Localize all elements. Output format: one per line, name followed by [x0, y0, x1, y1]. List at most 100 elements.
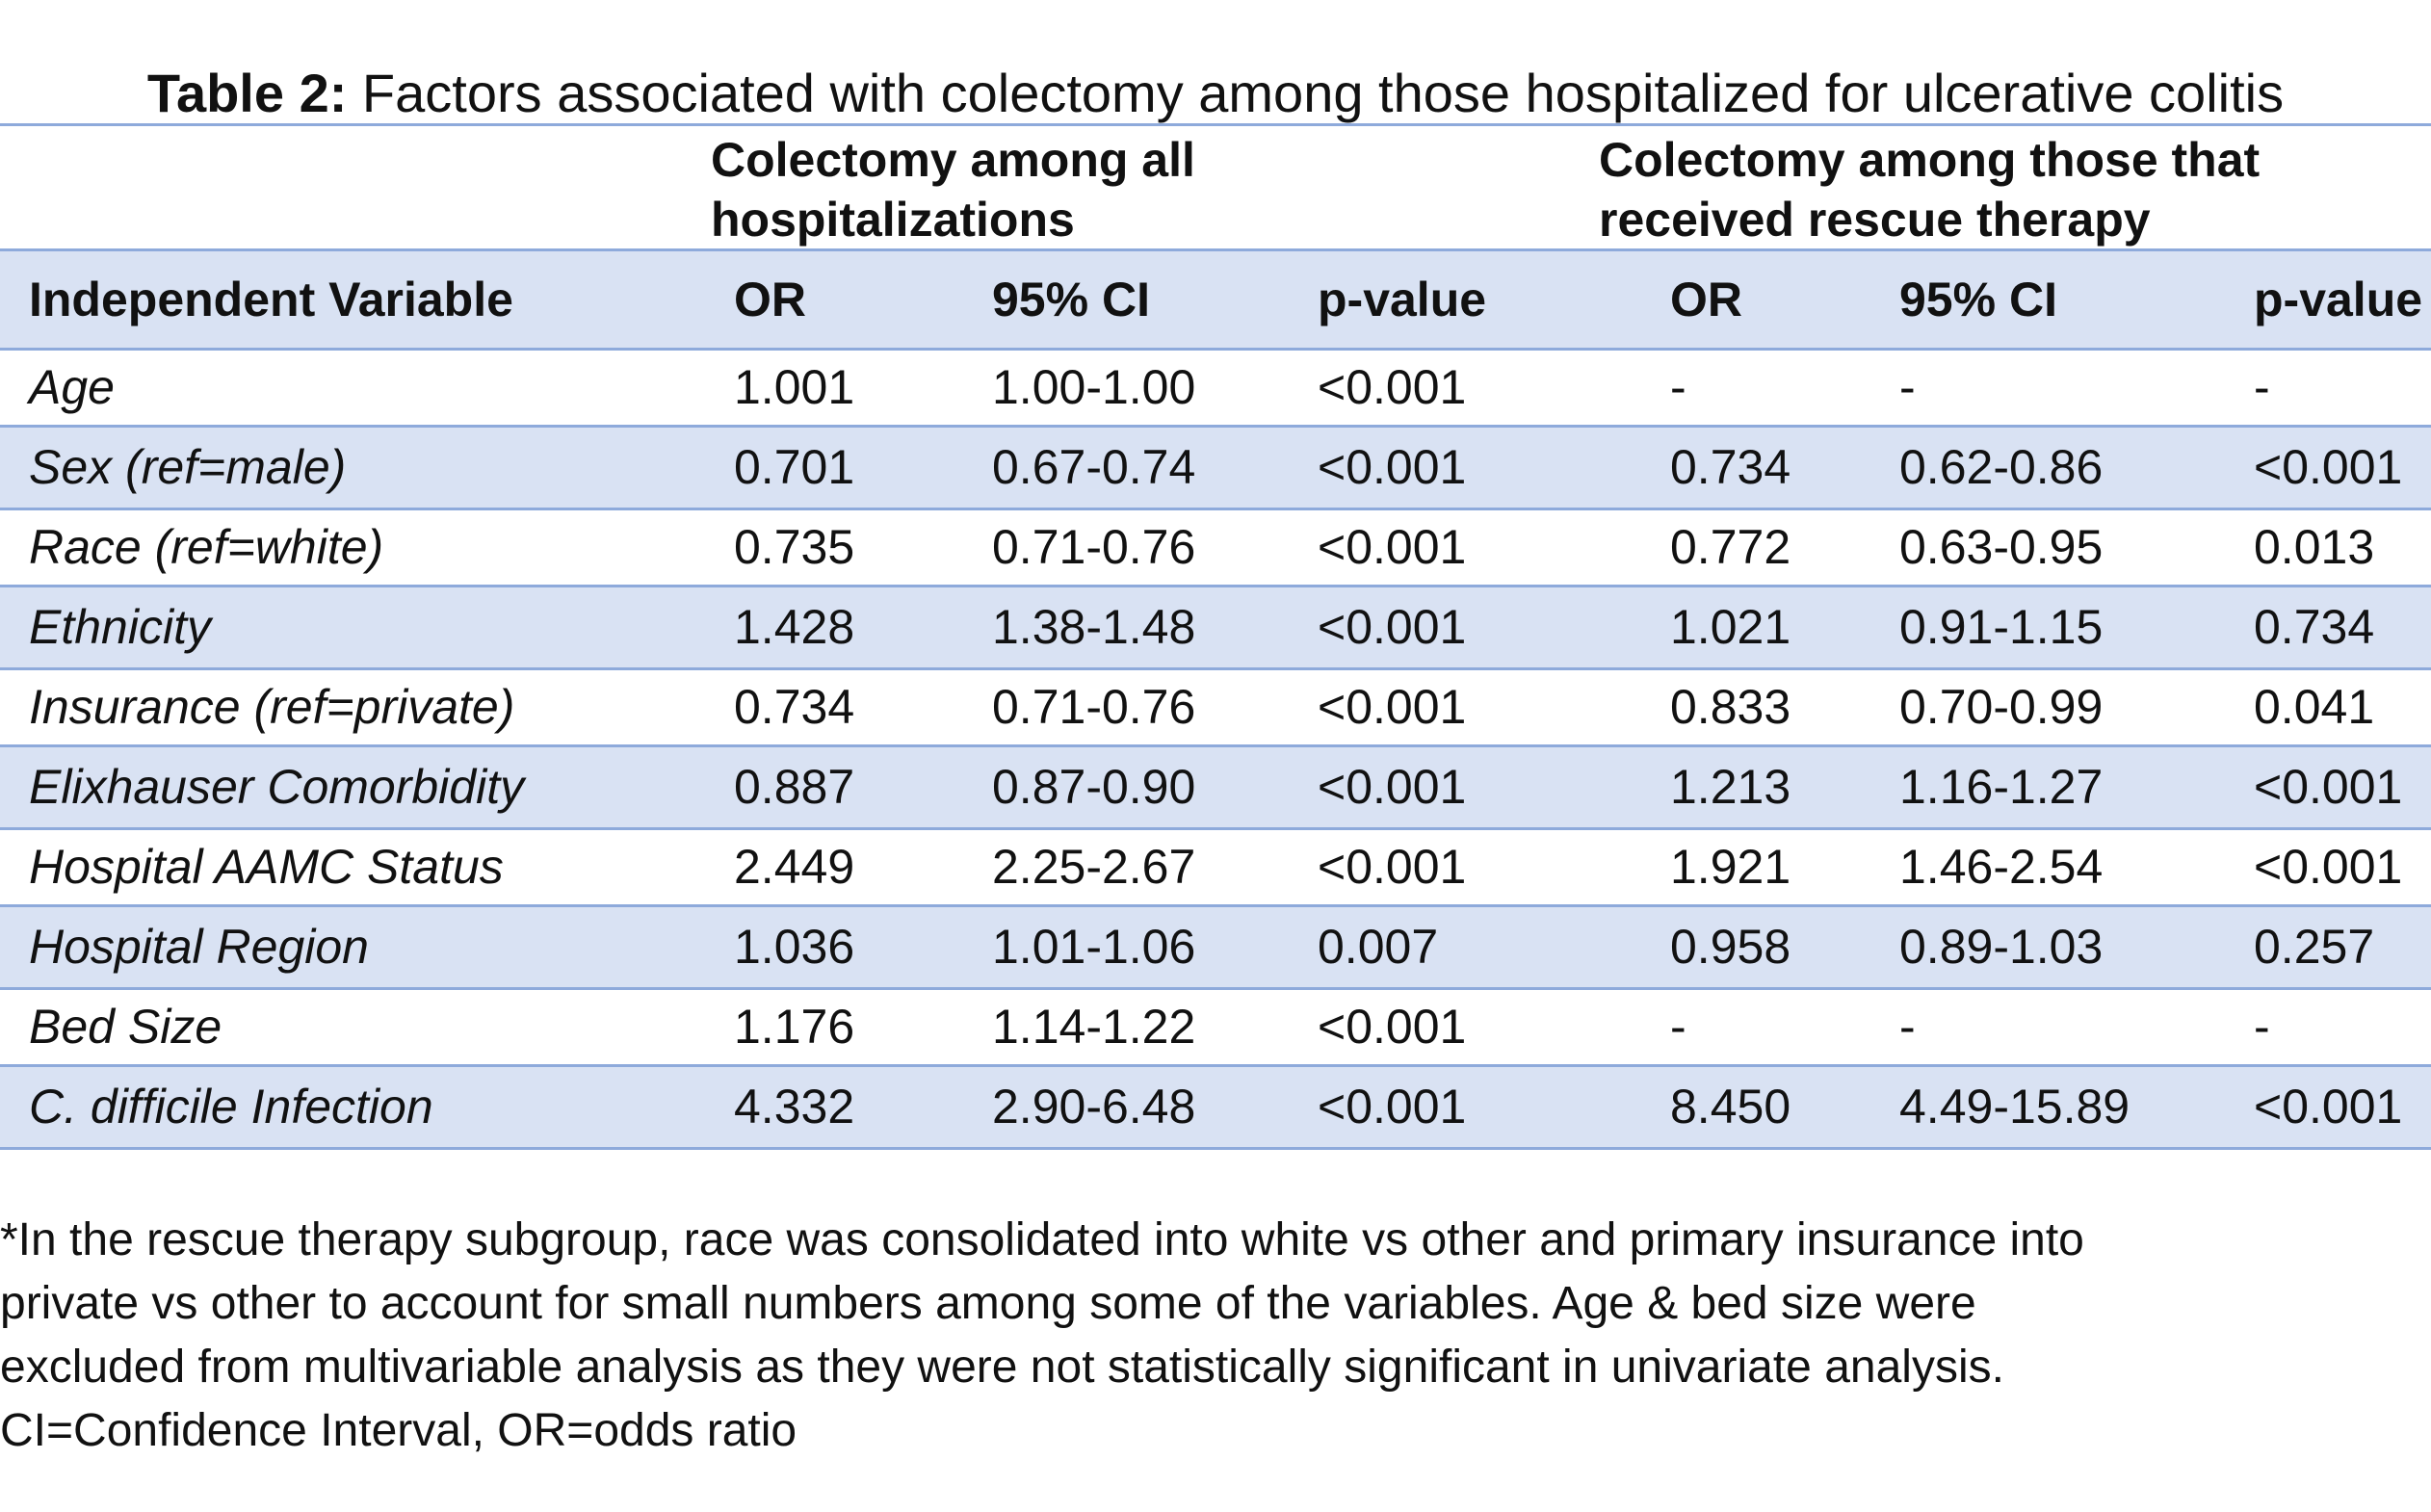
cell-ci: 2.25-2.67	[992, 840, 1196, 894]
row-band	[0, 587, 2431, 667]
column-header-pvalue-rescue: p-value	[2254, 273, 2423, 326]
cell-ci-rescue: 0.62-0.86	[1899, 440, 2104, 494]
row-band	[0, 747, 2431, 827]
cell-pvalue: <0.001	[1318, 760, 1467, 814]
cell-ci-rescue: 1.46-2.54	[1899, 840, 2104, 894]
cell-ci: 1.38-1.48	[992, 600, 1196, 654]
cell-or: 4.332	[734, 1080, 855, 1134]
cell-ci: 0.71-0.76	[992, 520, 1196, 574]
cell-or-rescue: -	[1670, 1000, 1686, 1054]
cell-variable: Age	[29, 360, 115, 414]
row-rule	[0, 904, 2431, 907]
footnote-line: *In the rescue therapy subgroup, race wa…	[0, 1214, 2084, 1265]
cell-or-rescue: 1.213	[1670, 760, 1791, 814]
cell-or-rescue: 8.450	[1670, 1080, 1791, 1134]
cell-pvalue-rescue: 0.013	[2254, 520, 2375, 574]
row-rule	[0, 1064, 2431, 1067]
row-band	[0, 1067, 2431, 1147]
cell-or-rescue: 0.833	[1670, 680, 1791, 734]
cell-ci: 1.00-1.00	[992, 360, 1196, 414]
cell-ci-rescue: -	[1899, 1000, 1916, 1054]
cell-variable: Insurance (ref=private)	[29, 680, 515, 734]
cell-pvalue-rescue: -	[2254, 360, 2270, 414]
rule-header	[0, 348, 2431, 351]
cell-variable: Elixhauser Comorbidity	[29, 760, 525, 814]
row-rule	[0, 987, 2431, 990]
cell-ci-rescue: 0.63-0.95	[1899, 520, 2104, 574]
group-header-line: received rescue therapy	[1599, 193, 2151, 247]
rule-bottom	[0, 1147, 2431, 1150]
cell-variable: Hospital Region	[29, 920, 369, 974]
cell-ci: 0.67-0.74	[992, 440, 1196, 494]
row-band	[0, 907, 2431, 987]
cell-variable: Bed Size	[29, 1000, 222, 1054]
cell-pvalue-rescue: 0.257	[2254, 920, 2375, 974]
cell-pvalue: <0.001	[1318, 360, 1467, 414]
row-rule	[0, 425, 2431, 428]
cell-ci-rescue: 0.70-0.99	[1899, 680, 2104, 734]
cell-or-rescue: -	[1670, 360, 1686, 414]
cell-pvalue-rescue: <0.001	[2254, 760, 2403, 814]
cell-ci: 2.90-6.48	[992, 1080, 1196, 1134]
cell-ci: 0.71-0.76	[992, 680, 1196, 734]
group-header-rescue: Colectomy among those that received resc…	[1599, 130, 2260, 249]
column-header-variable: Independent Variable	[29, 273, 513, 326]
row-rule	[0, 508, 2431, 510]
row-rule	[0, 667, 2431, 670]
group-header-line: Colectomy among all	[711, 133, 1195, 187]
column-header-or: OR	[734, 273, 806, 326]
footnote-line: CI=Confidence Interval, OR=odds ratio	[0, 1405, 797, 1456]
cell-or: 0.734	[734, 680, 855, 734]
cell-ci-rescue: 0.91-1.15	[1899, 600, 2104, 654]
rule-top	[0, 123, 2431, 126]
cell-pvalue: <0.001	[1318, 840, 1467, 894]
cell-pvalue: <0.001	[1318, 440, 1467, 494]
cell-pvalue-rescue: <0.001	[2254, 840, 2403, 894]
cell-or-rescue: 1.021	[1670, 600, 1791, 654]
footnote-line: private vs other to account for small nu…	[0, 1278, 1976, 1329]
cell-ci-rescue: 1.16-1.27	[1899, 760, 2104, 814]
cell-pvalue: <0.001	[1318, 1080, 1467, 1134]
column-header-ci-rescue: 95% CI	[1899, 273, 2057, 326]
column-header-ci: 95% CI	[992, 273, 1150, 326]
cell-pvalue: <0.001	[1318, 680, 1467, 734]
cell-or: 1.001	[734, 360, 855, 414]
row-band	[0, 428, 2431, 508]
footnote: *In the rescue therapy subgroup, race wa…	[0, 1209, 2431, 1463]
cell-pvalue: <0.001	[1318, 520, 1467, 574]
cell-pvalue: <0.001	[1318, 1000, 1467, 1054]
cell-variable: Ethnicity	[29, 600, 211, 654]
cell-pvalue-rescue: <0.001	[2254, 440, 2403, 494]
cell-pvalue-rescue: 0.041	[2254, 680, 2375, 734]
row-rule	[0, 827, 2431, 830]
cell-pvalue: 0.007	[1318, 920, 1439, 974]
cell-or: 2.449	[734, 840, 855, 894]
cell-or: 0.735	[734, 520, 855, 574]
cell-ci: 0.87-0.90	[992, 760, 1196, 814]
row-rule	[0, 585, 2431, 587]
table-caption: Factors associated with colectomy among …	[347, 63, 2285, 123]
column-header-pvalue: p-value	[1318, 273, 1487, 326]
cell-ci-rescue: -	[1899, 360, 1916, 414]
cell-or-rescue: 0.772	[1670, 520, 1791, 574]
cell-variable: Race (ref=white)	[29, 520, 384, 574]
cell-or-rescue: 1.921	[1670, 840, 1791, 894]
rule-group	[0, 248, 2431, 251]
cell-ci: 1.14-1.22	[992, 1000, 1196, 1054]
cell-pvalue-rescue: 0.734	[2254, 600, 2375, 654]
group-header-line: Colectomy among those that	[1599, 133, 2261, 187]
cell-or: 0.887	[734, 760, 855, 814]
row-rule	[0, 744, 2431, 747]
cell-or-rescue: 0.734	[1670, 440, 1791, 494]
cell-pvalue-rescue: -	[2254, 1000, 2270, 1054]
cell-ci-rescue: 0.89-1.03	[1899, 920, 2104, 974]
cell-or: 0.701	[734, 440, 855, 494]
column-header-or-rescue: OR	[1670, 273, 1742, 326]
cell-variable: Hospital AAMC Status	[29, 840, 504, 894]
table-title: Table 2: Factors associated with colecto…	[0, 60, 2431, 127]
cell-ci-rescue: 4.49-15.89	[1899, 1080, 2130, 1134]
cell-or: 1.428	[734, 600, 855, 654]
cell-or: 1.036	[734, 920, 855, 974]
header-band	[0, 251, 2431, 348]
